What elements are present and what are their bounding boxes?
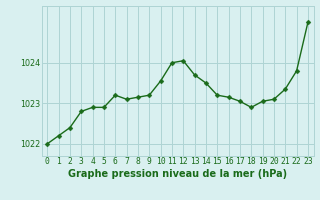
X-axis label: Graphe pression niveau de la mer (hPa): Graphe pression niveau de la mer (hPa) — [68, 169, 287, 179]
